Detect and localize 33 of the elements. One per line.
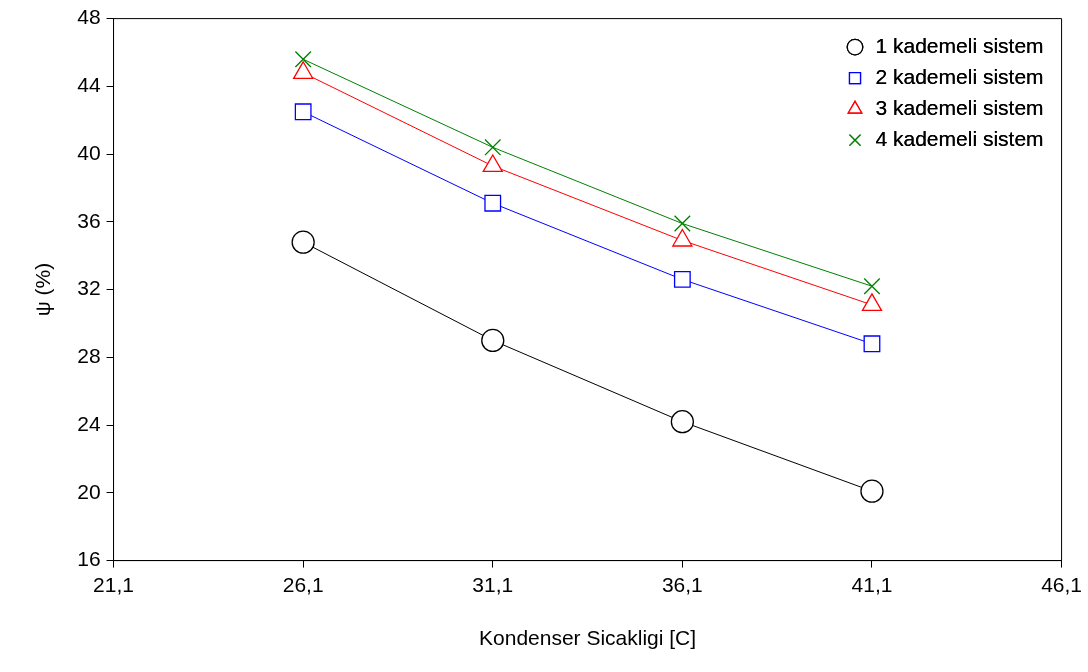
legend-label: 2 kademeli sistem	[875, 64, 1044, 88]
legend-label: 4 kademeli sistem	[875, 126, 1044, 150]
y-tick-label: 16	[77, 547, 101, 571]
legend-label: 1 kademeli sistem	[875, 33, 1044, 57]
point	[670, 410, 695, 434]
point	[673, 215, 691, 232]
x-tick-label: 46,1	[1041, 573, 1082, 596]
point	[481, 328, 505, 353]
y-tick-label: 28	[77, 344, 101, 368]
y-axis-title: ψ (%)	[31, 262, 55, 317]
point	[484, 194, 502, 212]
point	[484, 138, 502, 156]
point	[673, 271, 691, 288]
x-axis-title: Kondenser Sicakligi [C]	[479, 626, 697, 650]
y-tick-label: 40	[77, 140, 101, 164]
point	[294, 50, 312, 68]
x-tick-label: 21,1	[93, 573, 134, 596]
y-tick-label: 36	[77, 208, 101, 232]
y-tick-label: 24	[77, 411, 101, 435]
x-tick-label: 26,1	[282, 573, 324, 596]
y-tick-label: 20	[77, 479, 101, 503]
x-tick-label: 41,1	[851, 573, 893, 596]
point	[291, 230, 315, 254]
legend-label: 3 kademeli sistem	[875, 95, 1044, 119]
point	[294, 103, 312, 121]
y-tick-label: 44	[77, 73, 101, 97]
x-tick-label: 36,1	[661, 573, 703, 596]
point	[863, 277, 881, 295]
point	[863, 335, 881, 353]
x-tick-label: 31,1	[472, 573, 514, 596]
y-tick-label: 32	[77, 276, 101, 300]
point	[860, 479, 884, 503]
y-tick-label: 48	[77, 5, 101, 29]
